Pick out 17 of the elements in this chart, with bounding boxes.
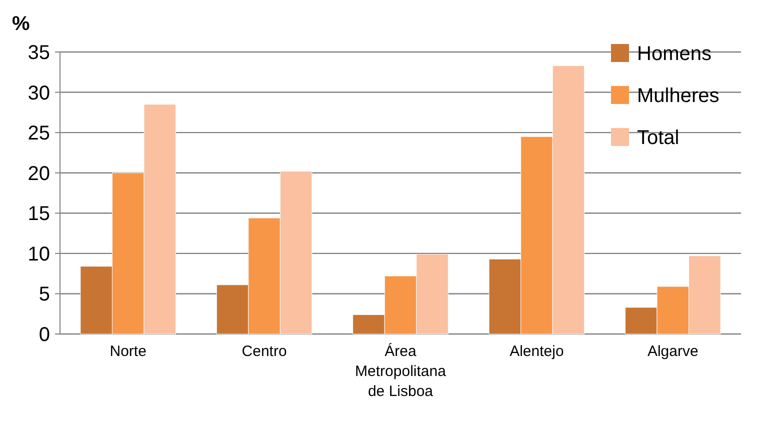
x-tick-label: Norte	[110, 343, 146, 360]
y-tick-label: 10	[28, 243, 50, 266]
legend-label: Total	[637, 127, 680, 149]
y-tick-label: 30	[28, 82, 50, 104]
x-tick-label: Algarve	[647, 343, 698, 360]
y-axis-title: %	[12, 13, 30, 35]
y-tick-label: 15	[28, 203, 50, 226]
legend-label: Homens	[637, 43, 712, 65]
x-tick-label: Área Metropolitana de Lisboa	[355, 342, 447, 400]
y-tick-label: 0	[38, 324, 50, 346]
y-tick-label: 35	[28, 42, 50, 64]
x-tick-label: Centro	[242, 343, 287, 360]
y-tick-label: 5	[38, 284, 50, 306]
x-tick-label: Alentejo	[510, 343, 564, 360]
y-tick-label: 20	[28, 162, 50, 185]
legend-label: Mulheres	[637, 85, 720, 107]
y-tick-label: 25	[28, 122, 50, 145]
